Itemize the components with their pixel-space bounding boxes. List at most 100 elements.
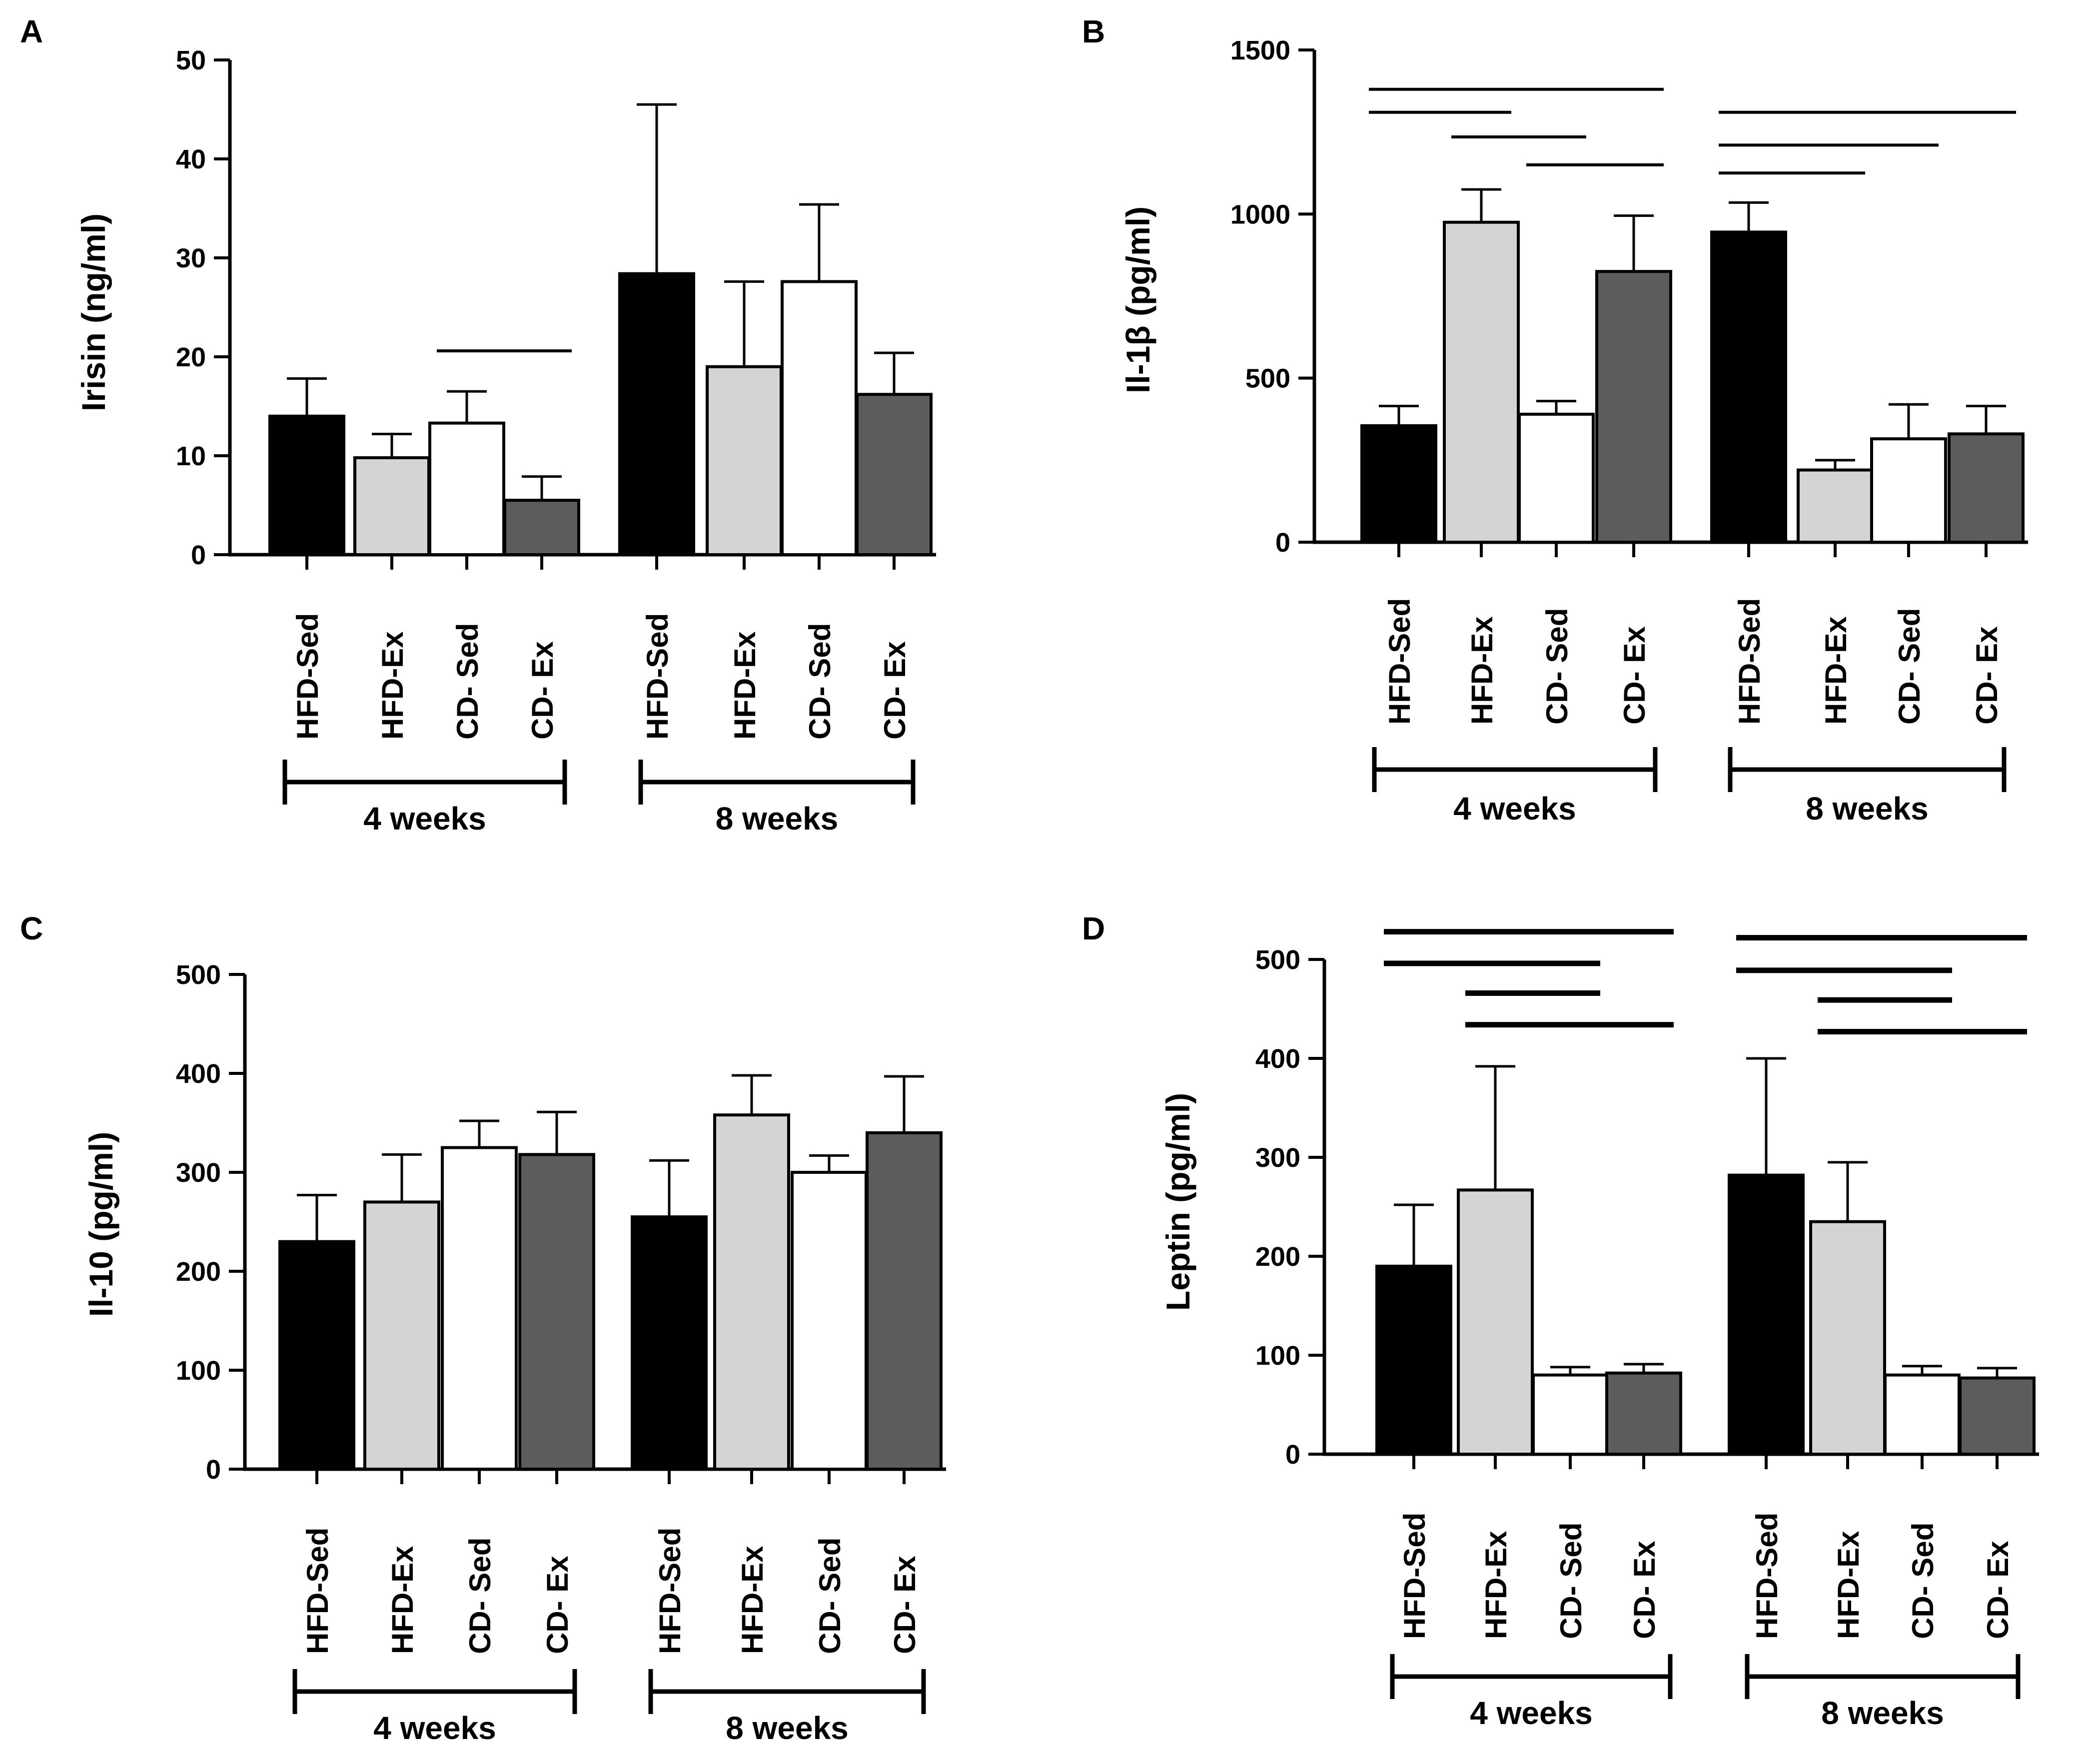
- bar-hfd-ex: [713, 1113, 790, 1471]
- bar-hfd-ex: [353, 456, 430, 557]
- x-tick-label: HFD-Sed: [1383, 598, 1416, 725]
- group-label: 4 weeks: [1453, 791, 1576, 827]
- y-tick-label: 10: [176, 441, 206, 471]
- x-tick-label: CD- Ex: [1618, 626, 1651, 725]
- y-tick-label: 0: [206, 1455, 221, 1485]
- panel-letter: A: [20, 13, 43, 49]
- x-tick-label: HFD-Sed: [301, 1528, 334, 1654]
- x-tick-label: HFD-Ex: [728, 631, 762, 740]
- x-tick-label: HFD-Sed: [291, 613, 324, 740]
- y-tick-label: 400: [176, 1059, 221, 1089]
- bar-cd-sed: [1870, 437, 1947, 544]
- y-tick-label: 300: [1255, 1143, 1300, 1173]
- y-tick-label: 50: [176, 45, 206, 75]
- x-tick-label: CD- Ex: [1628, 1541, 1661, 1639]
- bar-cd-sed: [1884, 1373, 1961, 1456]
- bar-hfd-sed: [1360, 424, 1437, 544]
- x-tick-label: CD- Ex: [888, 1556, 922, 1654]
- x-tick-label: CD- Ex: [1970, 626, 2004, 725]
- x-tick-label: HFD-Sed: [1398, 1513, 1431, 1639]
- bar-cd-sed: [791, 1171, 868, 1471]
- y-axis-label: Irisin (ng/ml): [75, 213, 112, 411]
- x-tick-label: HFD-Ex: [1479, 1531, 1513, 1639]
- bar-cd-ex: [1959, 1376, 2036, 1456]
- x-tick-label: HFD-Ex: [1832, 1531, 1865, 1639]
- bar-hfd-ex: [363, 1200, 440, 1471]
- x-tick-label: HFD-Ex: [736, 1546, 769, 1654]
- x-tick-label: CD- Ex: [526, 641, 559, 740]
- bar-hfd-ex: [1443, 220, 1520, 544]
- x-tick-label: HFD-Ex: [1465, 616, 1499, 725]
- panel-D: D Leptin (pg/ml) 0 100 200 300 400 500 HFD-Sed HF…: [1082, 910, 2039, 1731]
- bar-hfd-sed: [631, 1215, 708, 1471]
- bar-cd-sed: [781, 280, 858, 556]
- x-tick-label: CD- Sed: [463, 1538, 497, 1654]
- bar-hfd-sed: [1375, 1264, 1452, 1456]
- x-tick-label: CD- Ex: [878, 641, 912, 740]
- bar-hfd-ex: [1797, 468, 1874, 544]
- group-label: 4 weeks: [1470, 1695, 1593, 1731]
- y-axis-label: Il-1β (pg/ml): [1119, 206, 1156, 393]
- bar-hfd-ex: [1457, 1188, 1534, 1456]
- bar-cd-sed: [441, 1146, 518, 1471]
- y-tick-label: 100: [1255, 1341, 1300, 1371]
- x-tick-label: HFD-Sed: [1733, 598, 1766, 725]
- panel-letter: D: [1082, 910, 1105, 946]
- y-tick-label: 100: [176, 1356, 221, 1386]
- bar-hfd-sed: [278, 1240, 355, 1471]
- panel-letter: B: [1082, 13, 1105, 49]
- panel-letter: C: [20, 910, 43, 946]
- panel-C: C Il-10 (pg/ml) 0 100 200 300 400 500 HFD-Sed HFD…: [20, 910, 946, 1746]
- group-label: 8 weeks: [1806, 791, 1929, 827]
- bar-cd-sed: [1518, 412, 1595, 544]
- x-tick-label: HFD-Sed: [653, 1528, 687, 1654]
- y-tick-label: 30: [176, 243, 206, 273]
- x-tick-label: HFD-Ex: [1819, 616, 1853, 725]
- x-tick-label: CD- Sed: [1540, 608, 1574, 725]
- y-tick-label: 200: [1255, 1242, 1300, 1272]
- y-tick-label: 500: [176, 960, 221, 990]
- group-label: 4 weeks: [363, 801, 486, 837]
- group-label: 4 weeks: [373, 1710, 496, 1746]
- y-tick-label: 20: [176, 342, 206, 372]
- y-tick-label: 200: [176, 1257, 221, 1287]
- y-tick-label: 40: [176, 144, 206, 174]
- x-tick-label: HFD-Sed: [641, 613, 674, 740]
- bar-cd-ex: [518, 1153, 595, 1471]
- panel-B: B Il-1β (pg/ml) 0 500 1000 1500 HFD-Sed HFD-Ex C…: [1082, 13, 2028, 827]
- bar-hfd-sed: [618, 272, 695, 556]
- bar-cd-ex: [856, 393, 933, 556]
- y-tick-label: 1500: [1230, 35, 1290, 65]
- y-tick-label: 500: [1245, 364, 1290, 394]
- y-tick-label: 500: [1255, 945, 1300, 975]
- y-axis-label: Il-10 (pg/ml): [82, 1132, 119, 1317]
- bar-cd-ex: [503, 499, 580, 556]
- y-tick-label: 0: [191, 540, 206, 570]
- bar-hfd-sed: [1710, 230, 1787, 544]
- bar-hfd-sed: [268, 414, 345, 556]
- x-tick-label: HFD-Sed: [1750, 1513, 1784, 1639]
- y-tick-label: 400: [1255, 1044, 1300, 1074]
- bar-hfd-ex: [706, 365, 783, 556]
- bar-cd-ex: [866, 1131, 943, 1471]
- y-tick-label: 1000: [1230, 199, 1290, 229]
- x-tick-label: CD- Ex: [1981, 1541, 2015, 1639]
- x-tick-label: CD- Sed: [813, 1538, 847, 1654]
- x-tick-label: HFD-Ex: [386, 1546, 419, 1654]
- x-tick-label: CD- Sed: [1906, 1523, 1940, 1639]
- x-tick-label: CD- Sed: [451, 623, 484, 740]
- group-label: 8 weeks: [1821, 1695, 1944, 1731]
- bar-cd-ex: [1595, 270, 1672, 544]
- group-label: 8 weeks: [726, 1710, 849, 1746]
- x-tick-label: CD- Sed: [1554, 1523, 1588, 1639]
- group-label: 8 weeks: [716, 801, 839, 837]
- bar-hfd-ex: [1809, 1220, 1886, 1456]
- bar-cd-ex: [1948, 432, 2025, 544]
- x-tick-label: CD- Sed: [803, 623, 837, 740]
- bar-hfd-sed: [1728, 1173, 1805, 1456]
- y-tick-label: 300: [176, 1158, 221, 1188]
- x-tick-label: CD- Ex: [541, 1556, 574, 1654]
- bar-cd-ex: [1605, 1371, 1682, 1456]
- y-axis-label: Leptin (pg/ml): [1159, 1093, 1196, 1311]
